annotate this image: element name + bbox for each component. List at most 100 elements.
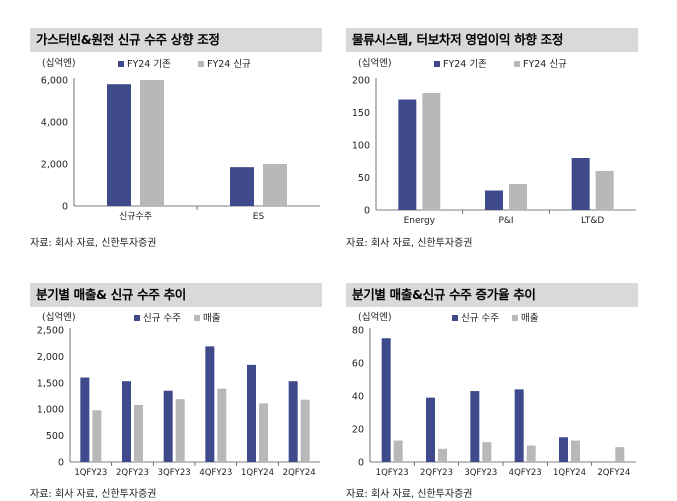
legend-label: 매출 (203, 313, 221, 324)
y-tick-label: 50 (358, 173, 370, 184)
bar-series2 (217, 388, 227, 462)
source-note: 자료: 회사 자료, 신한투자증권 (346, 489, 473, 500)
x-tick-label: 1QFY24 (553, 468, 586, 478)
legend-swatch (434, 61, 440, 67)
legend-swatch (452, 315, 458, 321)
legend-swatch (118, 61, 124, 67)
chart-operating-profit: (십억엔) FY24 기존 FY24 신규 0 50 100 150 200 Energy P&I… (352, 57, 636, 226)
bar-series2 (595, 171, 614, 210)
chart-gas-turbine-orders: (십억엔) FY24 기존 FY24 신규 0 2,000 4,000 6,000 신규수주 E… (41, 57, 320, 222)
bar-series1 (426, 397, 435, 462)
source-note: 자료: 회사 자료, 신한투자증권 (30, 489, 157, 500)
legend-swatch (194, 315, 200, 321)
chart-quarterly-growth: (십억엔) 신규 수주 매출 0 20 40 60 80 1QFY23 2QFY23 3QFY23 4… (352, 311, 636, 478)
y-tick-label: 20 (352, 425, 364, 436)
bar-series1 (230, 167, 254, 206)
bar-series2 (259, 403, 268, 462)
x-tick-label: 1QFY23 (74, 468, 107, 478)
y-tick-label: 60 (352, 359, 364, 370)
x-tick-label: P&I (498, 216, 513, 226)
x-tick-label: 2QFY24 (597, 468, 630, 478)
bar-series1 (571, 158, 590, 210)
bar-series1 (470, 391, 480, 462)
legend-label: FY24 기존 (443, 59, 487, 70)
y-tick-label: 40 (352, 392, 364, 403)
legend-label: FY24 기존 (127, 59, 171, 70)
chart-title: 분기별 매출&신규 수주 증가율 추이 (346, 283, 638, 307)
bar-series1 (381, 338, 391, 462)
legend-swatch (198, 61, 204, 67)
y-tick-label: 0 (58, 458, 64, 469)
chart-quarterly-sales-orders: (십억엔) 신규 수주 매출 0 500 1,000 1,500 2,000 2,500 1QFY… (37, 311, 320, 478)
panel-quarterly-sales: 분기별 매출& 신규 수주 추이 (십억엔) 신규 수주 매출 0 500 1,000 1,… (30, 283, 322, 501)
chart-title: 분기별 매출& 신규 수주 추이 (30, 283, 322, 307)
legend-label: 신규 수주 (143, 313, 181, 324)
source-note: 자료: 회사 자료, 신한투자증권 (346, 238, 473, 249)
bar-series1 (80, 377, 90, 462)
bar-series1 (122, 381, 131, 462)
bar-series2 (509, 184, 527, 210)
bar-series2 (175, 399, 185, 462)
unit-label: (십억엔) (42, 57, 76, 69)
bar-series2 (571, 440, 580, 462)
panel-gas-turbine: 가스터빈&원전 신규 수주 상향 조정 (십억엔) FY24 기존 FY24 신규 0… (30, 28, 322, 253)
legend-swatch (514, 61, 520, 67)
bar-series2 (482, 442, 492, 462)
bar-series1 (247, 364, 256, 462)
bar-series2 (263, 164, 287, 206)
x-tick-label: 3QFY23 (464, 468, 497, 478)
bar-series2 (134, 404, 143, 462)
chart-title: 가스터빈&원전 신규 수주 상향 조정 (30, 28, 322, 52)
x-tick-label: 3QFY23 (158, 468, 191, 478)
y-tick-label: 80 (352, 326, 364, 337)
y-tick-label: 2,000 (41, 160, 68, 171)
y-tick-label: 4,000 (41, 118, 68, 129)
bar-series2 (393, 440, 403, 462)
x-tick-label: Energy (404, 216, 436, 226)
bar-series2 (438, 448, 447, 462)
chart-title: 물류시스템, 터보차저 영업이익 하향 조정 (346, 28, 638, 52)
legend-label: 매출 (521, 313, 539, 324)
y-tick-label: 6,000 (41, 76, 68, 87)
unit-label: (십억엔) (358, 311, 392, 323)
bar-series2 (92, 410, 102, 462)
bar-series1 (163, 390, 173, 462)
panel-logistics: 물류시스템, 터보차저 영업이익 하향 조정 (십억엔) FY24 기존 FY24 … (346, 28, 638, 253)
unit-label: (십억엔) (358, 57, 392, 69)
bar-series1 (205, 346, 215, 462)
bar-series1 (559, 437, 568, 462)
bar-series1 (398, 99, 417, 210)
bar-series1 (514, 389, 524, 462)
x-tick-label: 2QFY23 (116, 468, 149, 478)
x-tick-label: 2QFY23 (420, 468, 453, 478)
y-tick-label: 0 (358, 458, 364, 469)
unit-label: (십억엔) (42, 311, 76, 323)
bar-series1 (107, 84, 131, 206)
x-tick-label: LT&D (581, 216, 604, 226)
y-tick-label: 500 (46, 431, 64, 442)
y-tick-label: 1,500 (37, 378, 64, 389)
y-tick-label: 100 (352, 141, 370, 152)
y-tick-label: 2,500 (37, 326, 64, 337)
y-tick-label: 150 (352, 108, 370, 119)
bar-series1 (288, 381, 298, 462)
x-tick-label: 1QFY23 (376, 468, 409, 478)
panel-quarterly-growth: 분기별 매출&신규 수주 증가율 추이 (십억엔) 신규 수주 매출 0 20 40 60 8… (346, 283, 638, 501)
x-tick-label: 신규수주 (119, 211, 152, 222)
y-tick-label: 0 (364, 206, 370, 217)
source-note: 자료: 회사 자료, 신한투자증권 (30, 238, 157, 249)
y-tick-label: 200 (352, 76, 370, 87)
x-tick-label: 4QFY23 (509, 468, 542, 478)
x-tick-label: 1QFY24 (241, 468, 274, 478)
bar-series2 (615, 447, 625, 462)
x-tick-label: ES (253, 212, 265, 222)
legend-label: FY24 신규 (523, 59, 567, 70)
y-tick-label: 1,000 (37, 405, 64, 416)
bar-series2 (300, 399, 310, 462)
legend-label: FY24 신규 (207, 59, 251, 70)
y-tick-label: 0 (62, 202, 68, 213)
legend-swatch (134, 315, 140, 321)
legend-swatch (512, 315, 518, 321)
y-tick-label: 2,000 (37, 352, 64, 363)
